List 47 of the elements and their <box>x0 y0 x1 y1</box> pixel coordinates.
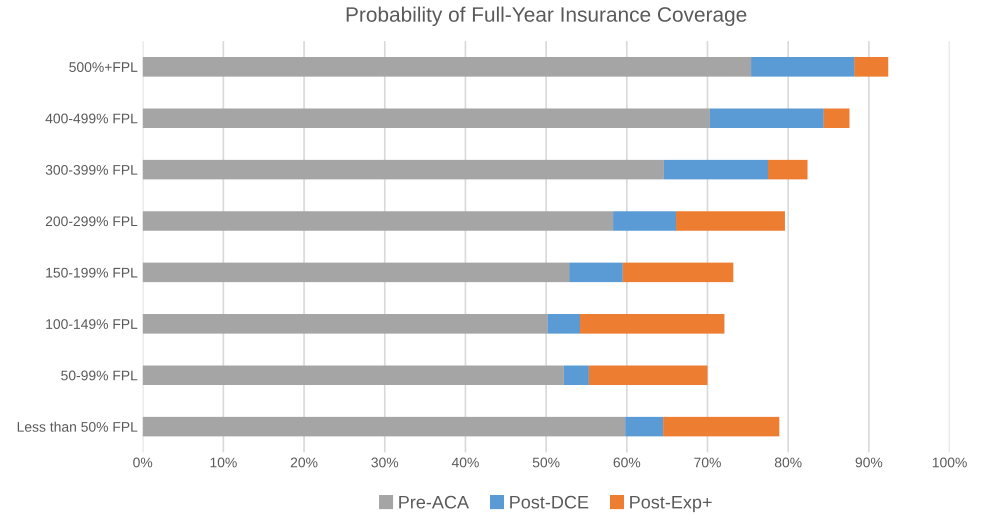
bar <box>588 365 708 385</box>
x-tick-label: 10% <box>210 458 237 468</box>
bar <box>625 416 664 436</box>
y-tick-label: 150-199% FPL <box>46 268 138 278</box>
y-tick-label: 400-499% FPL <box>45 114 138 124</box>
bar <box>142 108 710 128</box>
bar <box>622 262 734 282</box>
bar <box>142 262 570 282</box>
bar <box>664 160 768 180</box>
x-tick-label: 100% <box>932 458 967 468</box>
y-tick-label: 500%+FPL <box>69 62 138 72</box>
bar <box>142 57 752 77</box>
y-tick-label: 300-399% FPL <box>46 164 138 175</box>
y-tick-label: 50-99% FPL <box>61 370 138 380</box>
legend-label: Post-Exp+ <box>630 496 712 512</box>
bar <box>570 262 623 282</box>
x-tick-label: 50% <box>532 458 560 468</box>
bar <box>142 314 548 334</box>
x-tick-label: 30% <box>371 458 398 468</box>
bar <box>142 211 614 231</box>
bar <box>142 416 626 436</box>
bar <box>564 365 589 385</box>
legend-label: Post-DCE <box>510 496 588 509</box>
chart-title: Probability of Full-Year Insurance Coverage <box>346 6 746 26</box>
x-tick-label: 70% <box>694 458 721 468</box>
bar <box>751 57 854 77</box>
bar <box>580 314 724 334</box>
y-tick-label: 100-149% FPL <box>46 319 138 329</box>
bar <box>613 211 676 231</box>
y-tick-label: Less than 50% FPL <box>18 422 138 432</box>
x-tick-label: 0% <box>133 458 152 468</box>
x-tick-label: 80% <box>774 458 802 468</box>
x-tick-label: 20% <box>290 458 318 468</box>
bar <box>142 160 664 180</box>
bar <box>710 108 824 128</box>
bar <box>142 365 564 385</box>
bar <box>548 314 580 334</box>
x-tick-label: 60% <box>614 458 640 468</box>
x-tick-label: 40% <box>452 458 479 468</box>
bar <box>854 57 888 77</box>
bar <box>676 211 785 231</box>
bar <box>768 160 808 180</box>
x-tick-label: 90% <box>856 458 882 468</box>
bar <box>663 416 780 436</box>
legend-label: Pre-ACA <box>399 496 469 509</box>
bar <box>824 108 850 128</box>
y-tick-label: 200-299% FPL <box>46 216 138 226</box>
